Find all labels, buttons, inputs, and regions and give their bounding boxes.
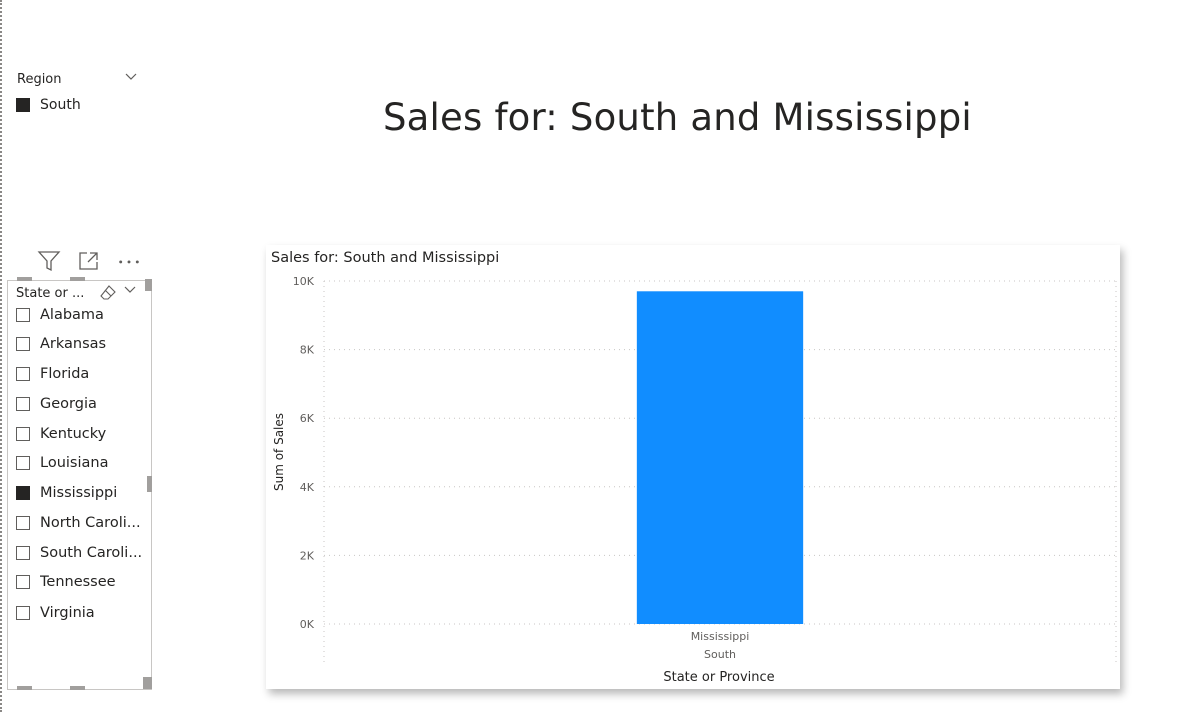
- y-tick-label: 2K: [300, 549, 315, 562]
- region-item-south[interactable]: South: [16, 96, 81, 114]
- state-item-label: Louisiana: [40, 455, 109, 471]
- state-item-label: South Caroli...: [40, 545, 143, 561]
- eraser-icon[interactable]: [100, 284, 116, 300]
- checkbox[interactable]: [16, 397, 30, 411]
- checkbox[interactable]: [16, 456, 30, 470]
- x-axis-label: State or Province: [663, 670, 774, 685]
- checkbox[interactable]: [16, 427, 30, 441]
- region-slicer-title: Region: [17, 72, 62, 87]
- resize-handle[interactable]: [143, 677, 152, 689]
- y-tick-label: 8K: [300, 344, 315, 357]
- state-slicer-title: State or ...: [16, 286, 85, 301]
- state-item-south-caroli[interactable]: South Caroli...: [16, 542, 146, 564]
- y-axis-label: Sum of Sales: [272, 413, 286, 491]
- state-item-alabama[interactable]: Alabama: [16, 304, 146, 326]
- filter-icon[interactable]: [37, 249, 61, 273]
- state-item-north-caroli[interactable]: North Caroli...: [16, 512, 146, 534]
- state-item-label: Florida: [40, 366, 90, 382]
- state-item-label: Virginia: [40, 605, 95, 621]
- bar-chart-visual[interactable]: Sales for: South and Mississippi 0K 2K 4K 6…: [266, 245, 1120, 689]
- y-tick-label: 4K: [300, 481, 315, 494]
- state-item-tennessee[interactable]: Tennessee: [16, 571, 146, 593]
- state-item-label: North Caroli...: [40, 515, 141, 531]
- page-title: Sales for: South and Mississippi: [383, 96, 972, 139]
- chart-title: Sales for: South and Mississippi: [271, 250, 499, 266]
- region-item-label: South: [40, 97, 81, 113]
- bar-mississippi[interactable]: [636, 291, 804, 624]
- state-item-louisiana[interactable]: Louisiana: [16, 452, 146, 474]
- state-item-mississippi[interactable]: Mississippi: [16, 482, 146, 504]
- checkbox[interactable]: [16, 308, 30, 322]
- visual-header-toolbar: [37, 249, 157, 273]
- state-item-georgia[interactable]: Georgia: [16, 393, 146, 415]
- chevron-down-icon[interactable]: [124, 70, 138, 84]
- y-tick-label: 10K: [293, 275, 315, 288]
- resize-handle[interactable]: [147, 476, 152, 492]
- checkbox[interactable]: [16, 516, 30, 530]
- state-item-label: Alabama: [40, 307, 104, 323]
- state-item-florida[interactable]: Florida: [16, 363, 146, 385]
- y-tick-label: 6K: [300, 412, 315, 425]
- checkbox[interactable]: [16, 367, 30, 381]
- checkbox[interactable]: [16, 486, 30, 500]
- x-tick-label: Mississippi: [691, 630, 750, 643]
- state-item-label: Georgia: [40, 396, 97, 412]
- checkbox[interactable]: [16, 606, 30, 620]
- chevron-down-icon[interactable]: [123, 283, 137, 297]
- canvas-edge: [0, 0, 2, 712]
- checkbox[interactable]: [16, 98, 30, 112]
- focus-mode-icon[interactable]: [77, 249, 101, 273]
- y-tick-label: 0K: [300, 618, 315, 631]
- state-item-label: Tennessee: [40, 574, 116, 590]
- resize-handle[interactable]: [70, 686, 85, 690]
- state-item-kentucky[interactable]: Kentucky: [16, 423, 146, 445]
- more-options-icon[interactable]: [117, 249, 141, 273]
- resize-handle[interactable]: [17, 686, 32, 690]
- x-group-label: South: [704, 648, 736, 661]
- state-item-virginia[interactable]: Virginia: [16, 602, 146, 624]
- checkbox[interactable]: [16, 575, 30, 589]
- resize-handle[interactable]: [70, 277, 85, 281]
- checkbox[interactable]: [16, 337, 30, 351]
- resize-handle[interactable]: [145, 279, 152, 291]
- state-item-label: Kentucky: [40, 426, 107, 442]
- checkbox[interactable]: [16, 546, 30, 560]
- resize-handle[interactable]: [17, 277, 32, 281]
- state-item-label: Arkansas: [40, 336, 107, 352]
- bar-chart: Sales for: South and Mississippi 0K 2K 4K 6…: [271, 250, 1117, 685]
- state-item-arkansas[interactable]: Arkansas: [16, 333, 146, 355]
- state-item-label: Mississippi: [40, 485, 118, 501]
